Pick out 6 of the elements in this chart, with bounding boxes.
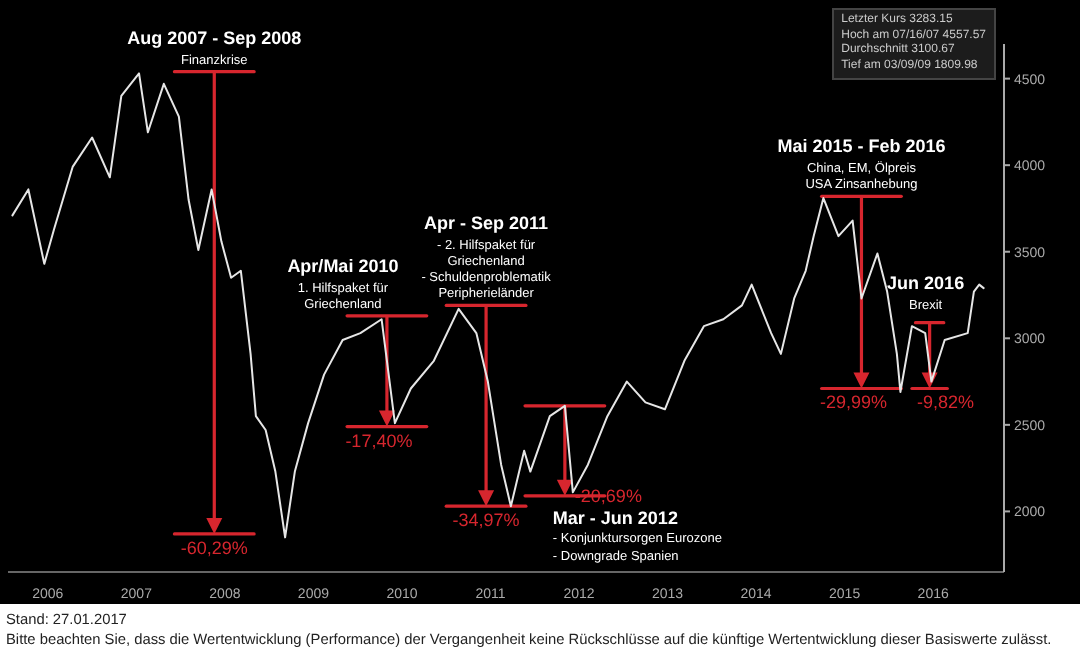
annotation: -20,69%	[574, 485, 642, 506]
annotation: -34,97%	[452, 510, 520, 531]
annotation: -9,82%	[917, 392, 975, 413]
annotation: -60,29%	[180, 537, 248, 558]
annotation: -29,99%	[819, 392, 887, 413]
annotation: -17,40%	[345, 430, 413, 451]
